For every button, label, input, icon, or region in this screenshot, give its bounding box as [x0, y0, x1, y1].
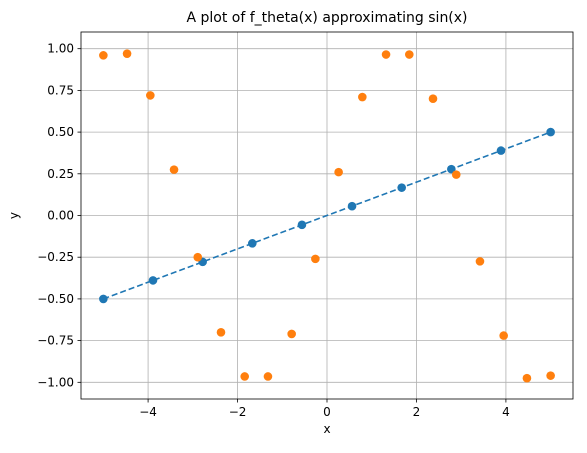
chart-title: A plot of f_theta(x) approximating sin(x…	[186, 10, 467, 26]
y-tick-label: −0.25	[37, 250, 74, 264]
y-tick-label: −0.75	[37, 334, 74, 348]
series-2-point	[193, 252, 203, 262]
series-1-point	[447, 164, 456, 174]
series-2-point	[122, 49, 132, 58]
series-2-point	[428, 94, 438, 104]
x-tick-label: 2	[413, 405, 421, 419]
series-2-point	[381, 50, 391, 59]
series-2-point	[169, 165, 179, 174]
y-tick-label: 1.00	[47, 42, 74, 56]
y-tick-label: 0.50	[47, 125, 74, 139]
series-2-point	[287, 329, 296, 339]
series-1-point	[148, 276, 158, 285]
series-1-point	[248, 239, 257, 248]
series-2-point	[546, 371, 555, 380]
x-axis-label: x	[323, 422, 330, 436]
series-2-point	[240, 372, 250, 381]
series-2-point	[358, 92, 367, 102]
series-2-point	[522, 373, 532, 383]
y-tick-label: 0.25	[47, 167, 74, 181]
y-tick-label: −1.00	[37, 375, 74, 389]
series-layer	[99, 49, 555, 383]
series-2-point	[475, 257, 485, 266]
series-1-point	[546, 127, 555, 137]
x-tick-label: −2	[229, 405, 247, 419]
y-axis-label: y	[7, 212, 21, 219]
x-tick-label: 0	[323, 405, 331, 419]
series-2-point	[404, 50, 414, 59]
series-2-point	[216, 327, 226, 337]
y-tick-label: 0.75	[47, 83, 74, 97]
series-2-point	[263, 372, 273, 381]
grid-layer	[81, 32, 573, 399]
x-tick-label: 4	[502, 405, 510, 419]
y-tick-label: −0.50	[37, 292, 74, 306]
series-0-dashed-line	[103, 131, 551, 300]
series-1-point	[347, 201, 357, 211]
series-2-point	[311, 254, 320, 264]
series-2-point	[146, 91, 155, 100]
series-2-point	[99, 51, 108, 60]
ticks-layer: −4 −2 0 2 4 −1.00 −0.75 −0.50 −0.25 0.00 0.25 0.50 0…	[37, 42, 510, 419]
x-tick-label: −4	[139, 405, 157, 419]
y-tick-label: 0.00	[47, 209, 74, 223]
series-1-point	[297, 220, 307, 230]
series-2-point	[499, 331, 508, 340]
series-1-point	[397, 183, 406, 192]
series-1-point	[496, 146, 506, 155]
series-1-point	[99, 294, 108, 304]
series-2-point	[451, 170, 461, 179]
series-2-point	[334, 167, 343, 177]
